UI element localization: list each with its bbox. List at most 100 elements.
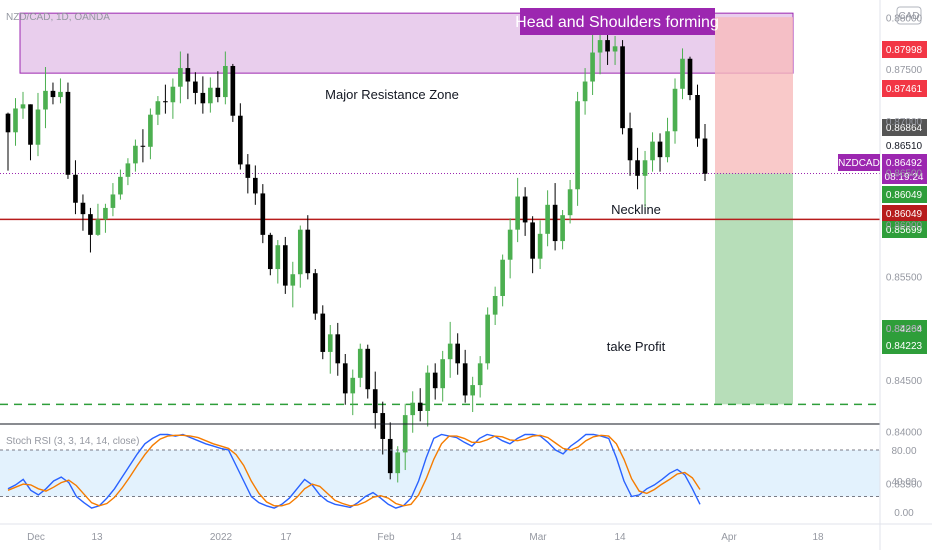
candle[interactable] (597, 27, 603, 75)
candle[interactable] (680, 48, 685, 100)
target-zone[interactable] (715, 173, 793, 405)
candle[interactable] (252, 165, 258, 205)
candle[interactable] (687, 56, 693, 101)
candle[interactable] (575, 91, 580, 206)
candle[interactable] (320, 305, 326, 360)
candle[interactable] (260, 184, 266, 244)
resistance-label[interactable]: Major Resistance Zone (325, 87, 459, 102)
stop-loss-zone[interactable] (715, 17, 793, 174)
candle[interactable] (335, 322, 341, 376)
candle[interactable] (485, 307, 490, 370)
candle[interactable] (560, 209, 565, 250)
candle[interactable] (290, 261, 296, 308)
candle[interactable] (155, 96, 161, 126)
candle[interactable] (58, 78, 63, 104)
candle[interactable] (5, 112, 11, 171)
candle[interactable] (65, 82, 71, 179)
candle[interactable] (88, 207, 93, 253)
candle[interactable] (372, 371, 378, 429)
candle[interactable] (140, 129, 146, 163)
candle[interactable] (342, 354, 348, 405)
candle[interactable] (327, 324, 333, 374)
candle[interactable] (103, 203, 108, 233)
candle[interactable] (208, 77, 213, 113)
candle[interactable] (425, 365, 431, 427)
candle[interactable] (702, 124, 708, 181)
candle[interactable] (163, 84, 168, 114)
candle[interactable] (238, 103, 243, 170)
candle[interactable] (380, 401, 386, 455)
price-axis[interactable]: 0.83500 0.84000 0.84500 0.85000 0.85500 0.860… (886, 13, 923, 519)
candle[interactable] (665, 117, 670, 163)
candle[interactable] (537, 220, 543, 270)
candle[interactable] (133, 139, 138, 172)
candle[interactable] (125, 158, 131, 186)
candle[interactable] (73, 160, 78, 215)
candle[interactable] (230, 63, 236, 122)
take-profit-label[interactable]: take Profit (607, 339, 666, 354)
candle[interactable] (417, 388, 423, 422)
candle[interactable] (642, 150, 648, 215)
candle[interactable] (35, 92, 41, 157)
candle[interactable] (170, 78, 176, 119)
candle[interactable] (357, 343, 363, 388)
candle[interactable] (477, 356, 483, 398)
candle[interactable] (245, 154, 251, 194)
candle[interactable] (522, 187, 528, 236)
candle[interactable] (312, 269, 318, 320)
candle[interactable] (447, 321, 453, 378)
candle[interactable] (695, 84, 700, 147)
candle[interactable] (582, 68, 588, 115)
candle[interactable] (95, 203, 101, 236)
neckline-label[interactable]: Neckline (611, 202, 661, 217)
candle[interactable] (627, 112, 633, 176)
candle[interactable] (545, 190, 550, 247)
candle[interactable] (492, 286, 498, 325)
candle[interactable] (432, 363, 438, 400)
candle[interactable] (350, 369, 356, 416)
candle[interactable] (440, 350, 446, 402)
candle[interactable] (635, 147, 640, 190)
candle[interactable] (178, 51, 183, 104)
candle[interactable] (567, 179, 573, 224)
candle[interactable] (80, 194, 86, 231)
candle[interactable] (200, 76, 206, 114)
time-axis[interactable]: Dec 13 2022 17 Feb 14 Mar 14 Apr 18 (27, 532, 824, 543)
candle[interactable] (50, 82, 56, 105)
candle[interactable] (395, 446, 401, 483)
candle[interactable] (118, 169, 123, 200)
currency-button[interactable]: CAD (896, 6, 922, 25)
candle[interactable] (305, 215, 311, 280)
candle[interactable] (193, 72, 198, 105)
candle[interactable] (185, 53, 191, 100)
candle[interactable] (612, 35, 618, 65)
candle[interactable] (672, 78, 678, 144)
candle[interactable] (43, 67, 48, 129)
candle[interactable] (507, 218, 513, 279)
candle[interactable] (402, 403, 408, 471)
stoch-title[interactable]: Stoch RSI (3, 3, 14, 14, close) (6, 436, 139, 447)
candle[interactable] (297, 225, 303, 288)
candle[interactable] (223, 51, 228, 105)
candle[interactable] (470, 376, 475, 413)
candle[interactable] (620, 40, 625, 135)
candle[interactable] (387, 422, 393, 480)
candle[interactable] (365, 344, 371, 399)
candle[interactable] (462, 349, 468, 403)
candle[interactable] (13, 98, 18, 146)
title-banner-bg[interactable] (520, 8, 715, 35)
candle[interactable] (552, 183, 558, 251)
candle[interactable] (650, 132, 655, 172)
candle[interactable] (530, 216, 535, 274)
symbol-header[interactable]: NZD/CAD, 1D, OANDA (6, 12, 110, 23)
candle[interactable] (148, 108, 153, 160)
candle[interactable] (657, 133, 663, 172)
candle[interactable] (500, 254, 505, 307)
candle[interactable] (515, 177, 520, 243)
candle[interactable] (455, 333, 461, 375)
candle[interactable] (410, 391, 416, 433)
candle[interactable] (275, 240, 281, 284)
candle[interactable] (267, 232, 273, 276)
